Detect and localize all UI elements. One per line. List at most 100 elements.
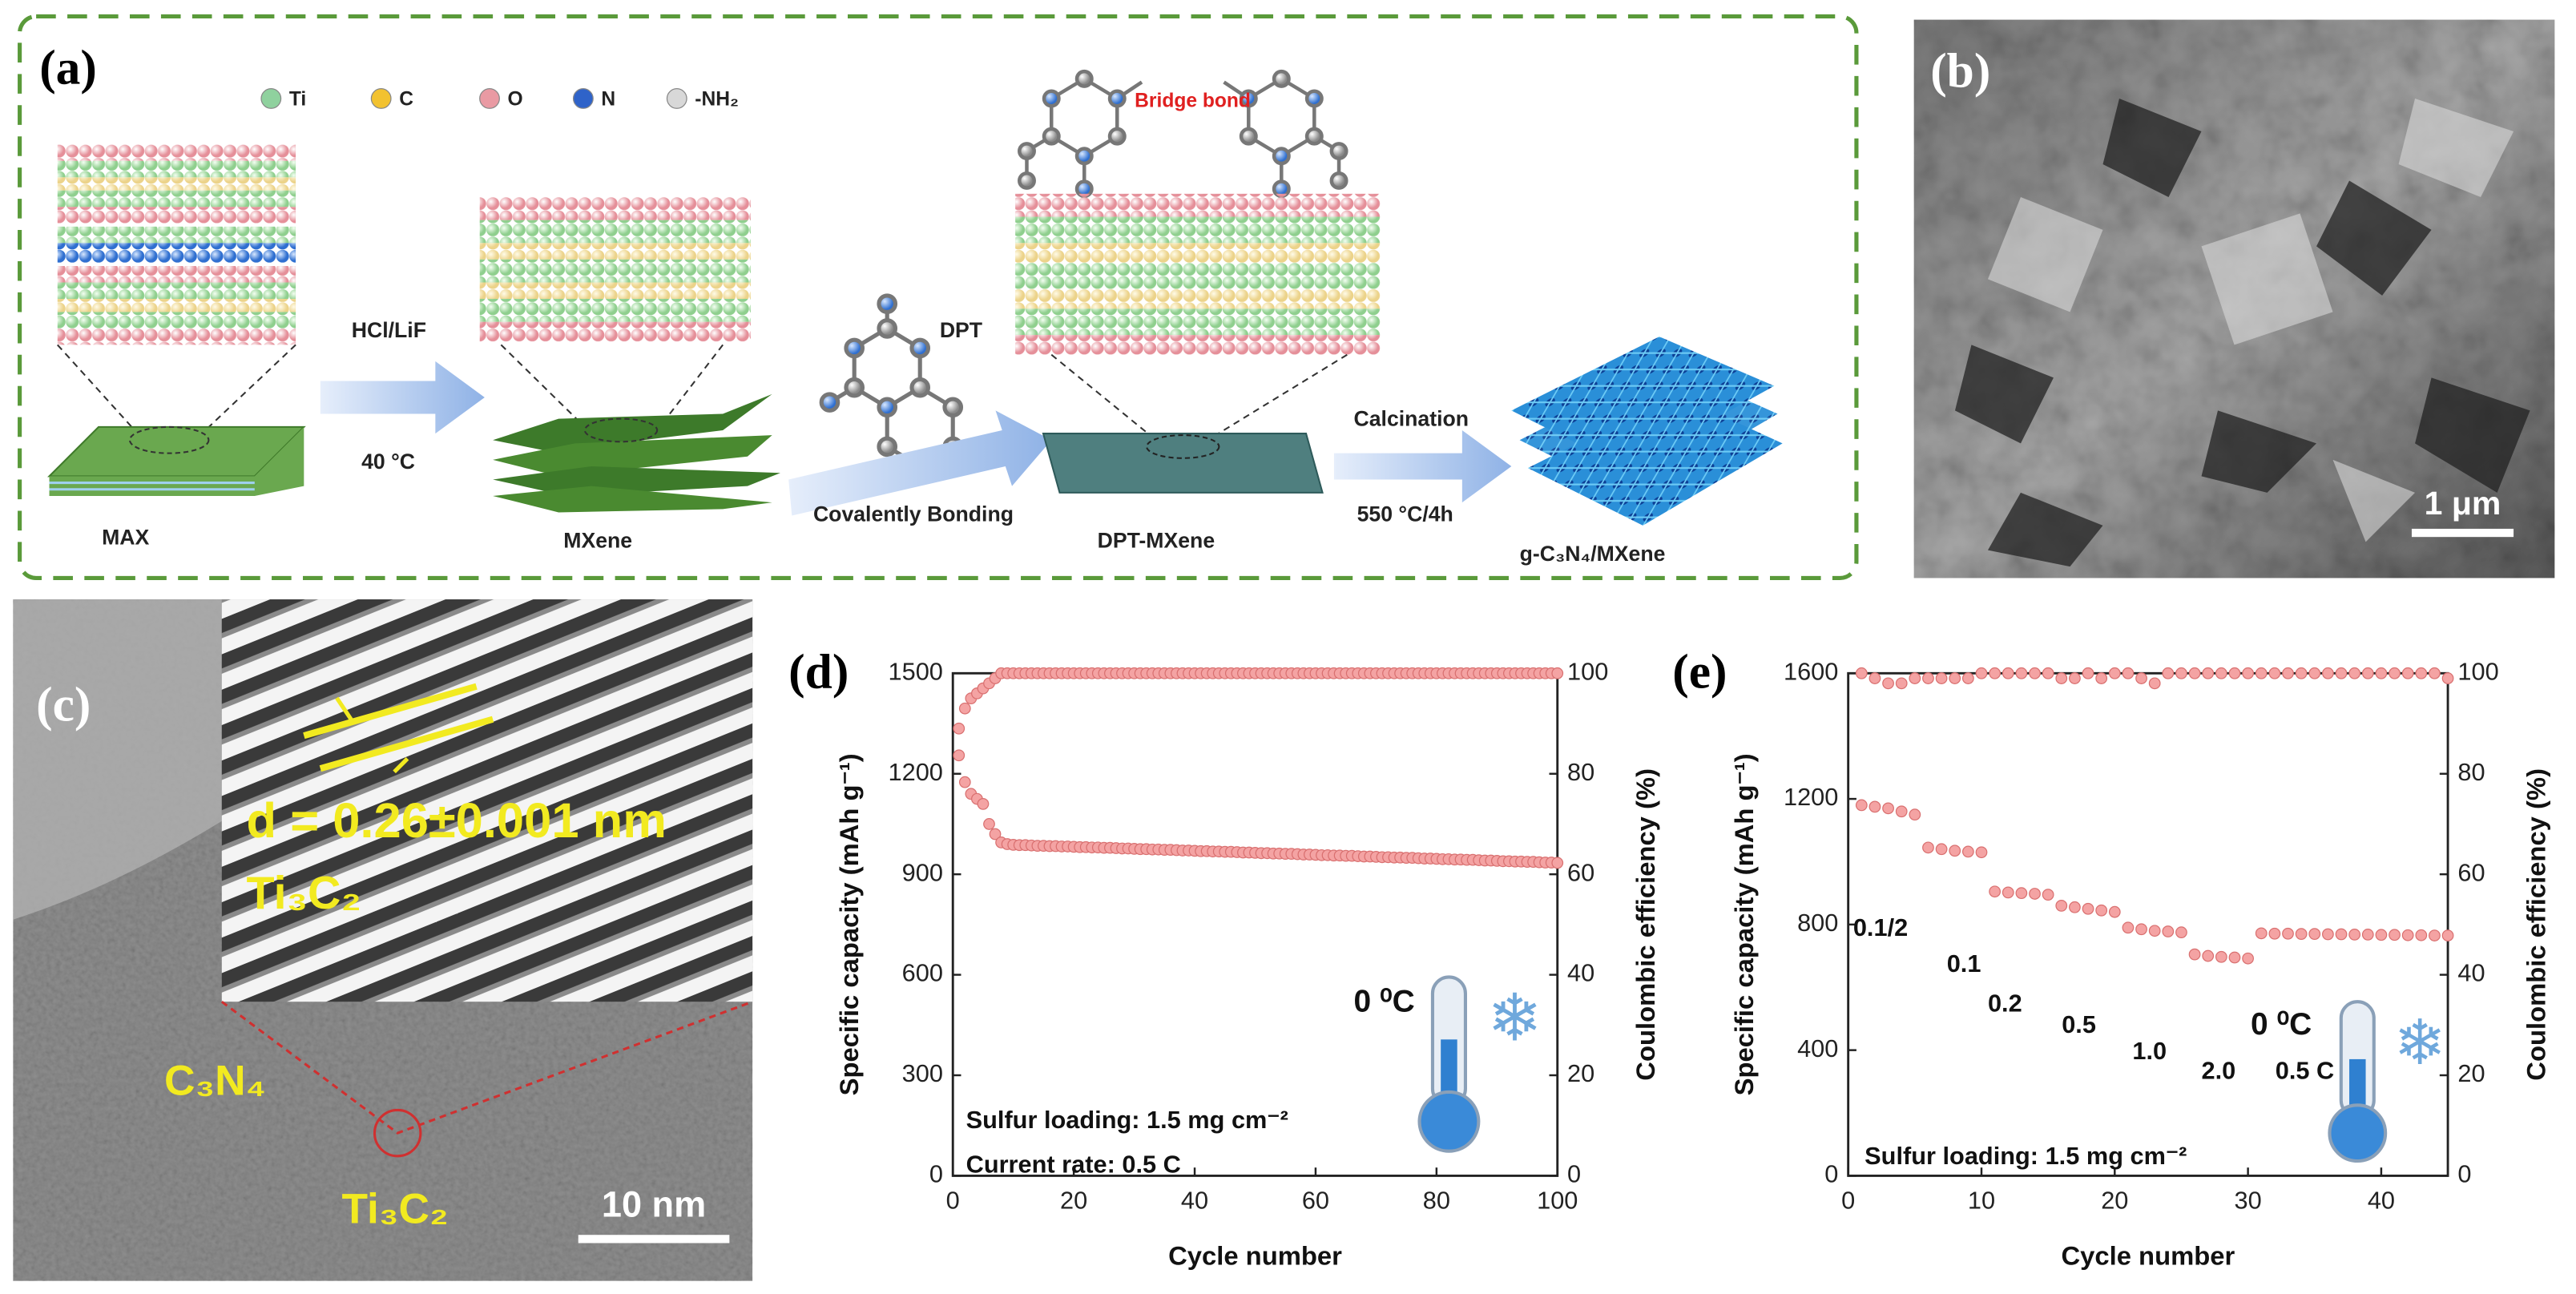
- panel-label: (c): [36, 677, 91, 732]
- y2-tick-label: 0: [1567, 1160, 1581, 1188]
- data-point: [2108, 905, 2121, 918]
- annotation: 0 ⁰C: [2251, 1007, 2312, 1042]
- y-tick-label: 0: [1824, 1160, 1838, 1188]
- phase-label: Ti₃C₂: [341, 1186, 448, 1233]
- annotation: 0.2: [1988, 989, 2022, 1017]
- y2-tick-label: 100: [1567, 657, 1608, 685]
- x-tick-label: 100: [1537, 1186, 1578, 1214]
- g-c3n4-mxene-structure: [1511, 337, 1783, 526]
- data-point: [2015, 667, 2028, 679]
- data-point: [2228, 667, 2241, 679]
- data-point: [2175, 926, 2187, 939]
- legend-label: C: [399, 89, 413, 111]
- y2-tick-label: 60: [2457, 858, 2485, 886]
- annotation: 0.1: [1947, 949, 1981, 978]
- data-point: [2401, 929, 2414, 941]
- data-point: [2429, 929, 2441, 941]
- zoom-line: [220, 1000, 753, 1135]
- data-point: [2002, 886, 2014, 899]
- data-point: [2215, 667, 2227, 679]
- annotation: 0.5 C: [2276, 1056, 2334, 1084]
- y-tick-label: 800: [1797, 909, 1838, 937]
- legend-swatch: [666, 88, 687, 109]
- y-tick-label: 1200: [889, 758, 943, 786]
- vacuum-region: [13, 599, 222, 920]
- panel-b: (b) 1 μm: [1913, 19, 2555, 578]
- step-label: DPT: [940, 318, 982, 342]
- annotation: 0.5: [2062, 1010, 2096, 1038]
- x-tick-label: 60: [1302, 1186, 1329, 1214]
- y-axis-label: Specific capacity (mAh g⁻¹): [834, 753, 864, 1095]
- annotation: Current rate: 0.5 C: [966, 1150, 1181, 1178]
- y-tick-label: 1500: [889, 657, 943, 685]
- panel-a: (a) Ti C O N -NH₂ MAX HCl/LiF 40 °C MXene: [18, 14, 1859, 580]
- scale-bar: [578, 1235, 730, 1244]
- data-point: [1989, 885, 2002, 898]
- panel-c: d = 0.26±0.001 nm Ti₃C₂ C₃N₄ Ti₃C₂ (c) 1…: [13, 599, 753, 1281]
- data-point: [2401, 667, 2414, 679]
- data-point: [1882, 802, 1894, 815]
- x-axis-label: Cycle number: [2061, 1241, 2235, 1271]
- data-point: [1909, 808, 1921, 821]
- data-point: [2015, 887, 2028, 900]
- data-point: [2215, 950, 2227, 963]
- sem-flakes: [1987, 98, 2514, 542]
- data-point: [1949, 845, 1961, 857]
- data-point: [1989, 667, 2002, 679]
- data-point: [977, 797, 990, 810]
- legend-label: Ti: [289, 89, 306, 111]
- data-point: [2148, 677, 2161, 690]
- data-point: [2308, 667, 2321, 679]
- data-point: [2255, 927, 2268, 940]
- x-tick-label: 30: [2235, 1186, 2262, 1214]
- svg-text:❄: ❄: [2394, 1007, 2446, 1078]
- annotation: 2.0: [2202, 1056, 2236, 1084]
- arrow: [320, 361, 485, 434]
- arrow: [1333, 429, 1512, 503]
- data-point: [2268, 667, 2281, 679]
- data-point: [953, 722, 965, 735]
- data-point: [2322, 667, 2334, 679]
- data-point: [2415, 929, 2428, 941]
- legend-swatch: [479, 88, 500, 109]
- data-point: [2108, 667, 2121, 679]
- data-point: [2389, 667, 2401, 679]
- x-tick-label: 20: [2101, 1186, 2128, 1214]
- data-point: [2348, 929, 2361, 941]
- step-label: g-C₃N₄/MXene: [1520, 542, 1666, 566]
- data-point: [2162, 667, 2175, 679]
- data-point: [2002, 667, 2014, 679]
- y-tick-label: 900: [902, 858, 943, 886]
- data-point: [1551, 667, 1564, 679]
- data-point: [958, 702, 971, 715]
- annotation: 0.1/2: [1853, 913, 1908, 941]
- mxene-structure: [479, 196, 780, 513]
- legend-label: -NH₂: [695, 89, 739, 111]
- data-point: [2415, 667, 2428, 679]
- thermometer-icon: ❄: [1417, 975, 1542, 1153]
- data-point: [2055, 899, 2068, 912]
- panel-label: (b): [1930, 43, 1990, 98]
- svg-text:❄: ❄: [1487, 982, 1542, 1055]
- step-label: HCl/LiF: [352, 318, 426, 342]
- data-point: [2268, 927, 2281, 940]
- data-point: [1869, 672, 1881, 684]
- data-point: [2242, 667, 2254, 679]
- data-point: [2122, 921, 2135, 934]
- data-point: [2308, 928, 2321, 941]
- data-point: [989, 828, 1002, 840]
- data-point: [2255, 667, 2268, 679]
- data-point: [2295, 928, 2308, 941]
- data-point: [1882, 677, 1894, 690]
- data-point: [2202, 949, 2215, 962]
- data-point: [2375, 929, 2388, 941]
- data-point: [2029, 888, 2041, 900]
- data-point: [2135, 672, 2147, 684]
- sem-shadows: [1954, 98, 2530, 567]
- legend-swatch: [260, 88, 282, 109]
- data-point: [2122, 667, 2135, 679]
- data-point: [2441, 672, 2454, 684]
- y-tick-label: 400: [1797, 1034, 1838, 1062]
- data-point: [1855, 667, 1868, 679]
